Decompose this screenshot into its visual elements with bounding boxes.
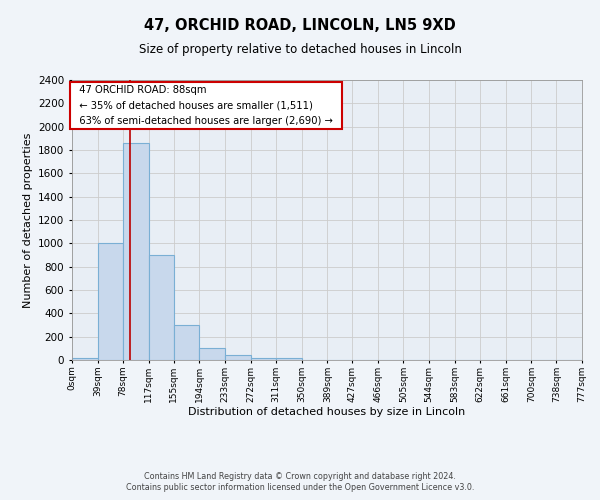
Bar [199,348,225,360]
Y-axis label: Number of detached properties: Number of detached properties [23,132,32,308]
Bar [225,356,251,360]
Bar [251,358,276,360]
Text: Contains HM Land Registry data © Crown copyright and database right 2024.: Contains HM Land Registry data © Crown c… [144,472,456,481]
X-axis label: Distribution of detached houses by size in Lincoln: Distribution of detached houses by size … [188,408,466,418]
Text: 47 ORCHID ROAD: 88sqm
  ← 35% of detached houses are smaller (1,511)
  63% of se: 47 ORCHID ROAD: 88sqm ← 35% of detached … [73,84,340,126]
Bar [98,244,123,360]
Text: Size of property relative to detached houses in Lincoln: Size of property relative to detached ho… [139,42,461,56]
Bar [149,255,174,360]
Bar [276,358,302,360]
Bar [72,358,98,360]
Text: Contains public sector information licensed under the Open Government Licence v3: Contains public sector information licen… [126,483,474,492]
Text: 47, ORCHID ROAD, LINCOLN, LN5 9XD: 47, ORCHID ROAD, LINCOLN, LN5 9XD [144,18,456,32]
Bar [174,325,199,360]
Bar [123,143,149,360]
